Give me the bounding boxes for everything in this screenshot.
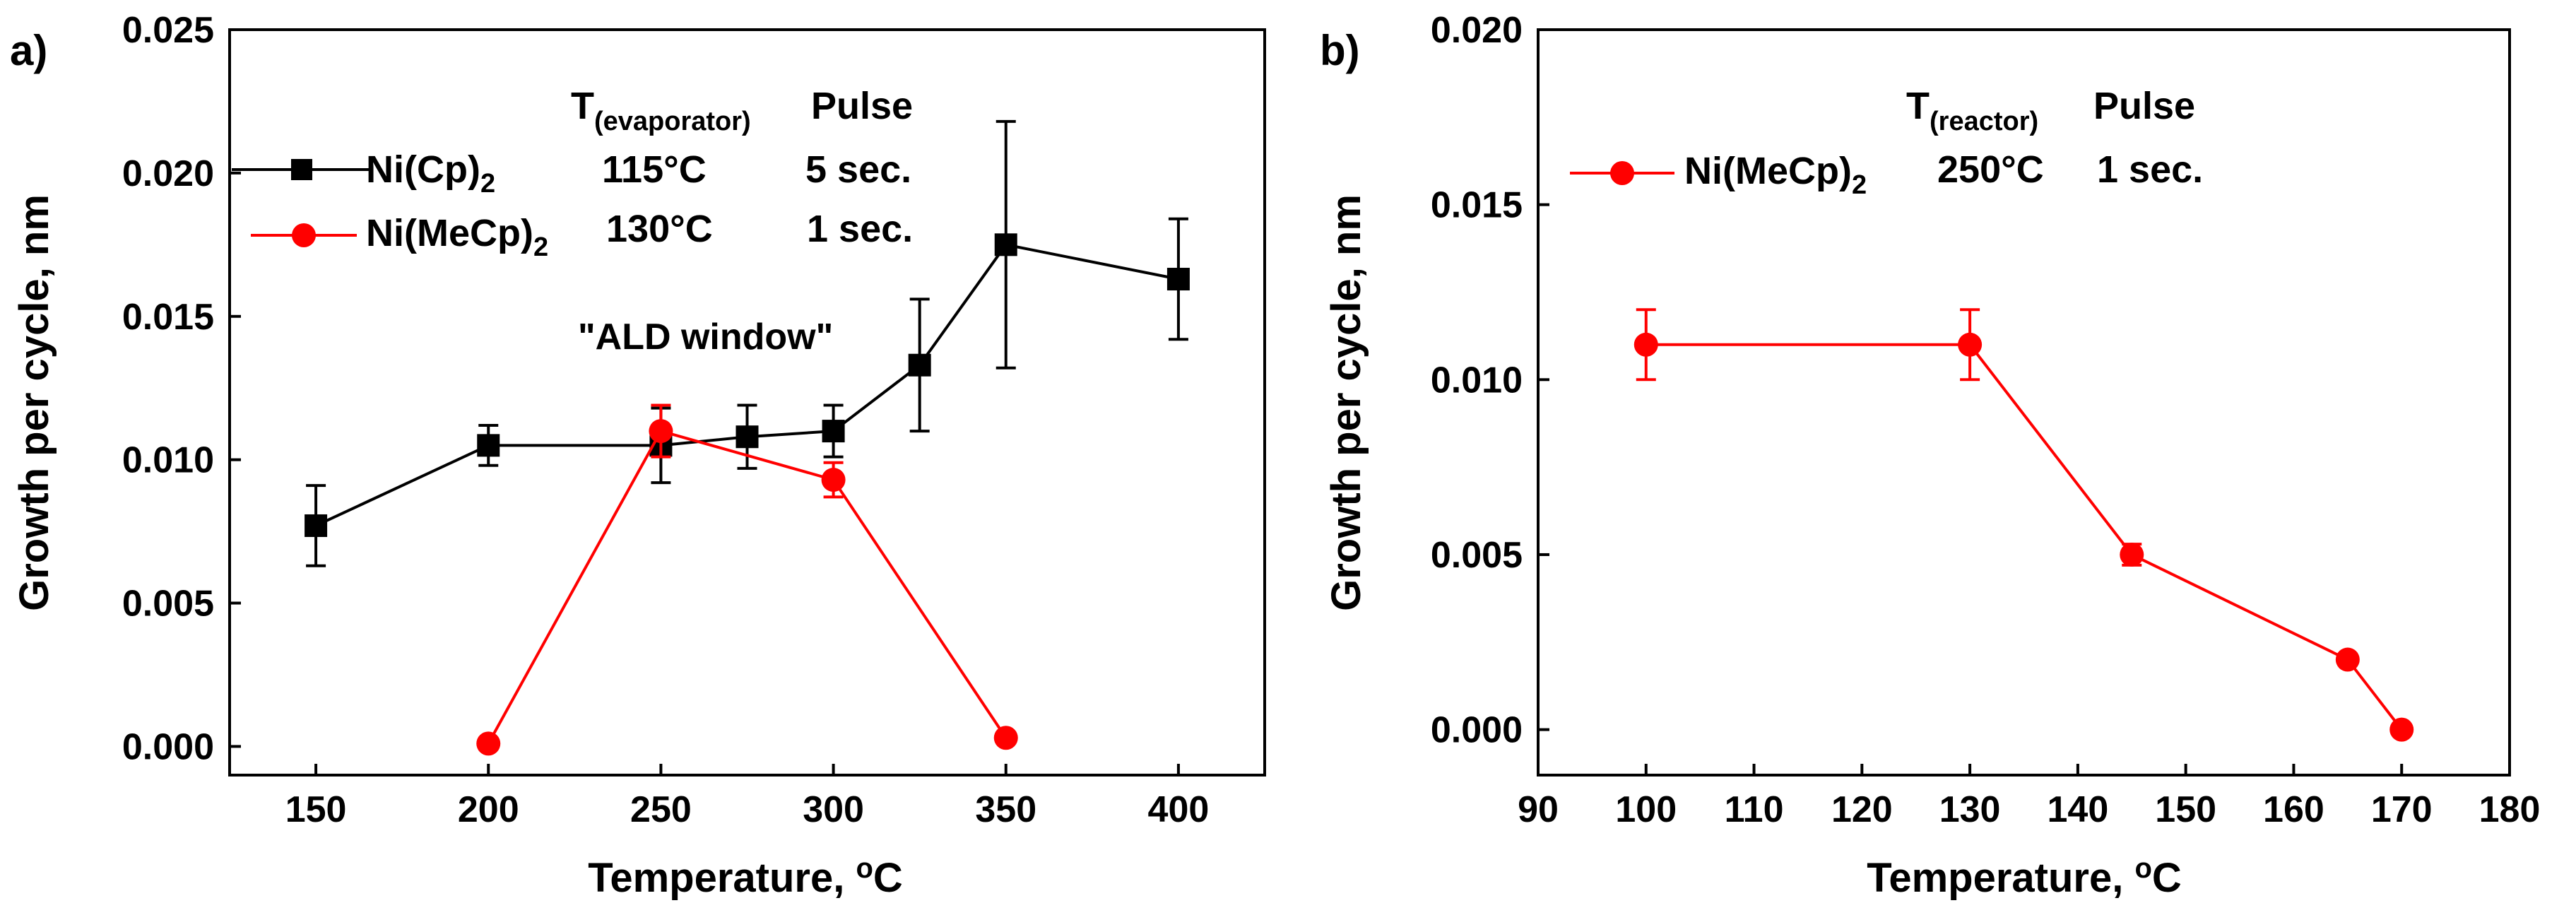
legend-a-t-nimecp: 130°C xyxy=(606,208,713,250)
panel-b-legend-t-sub: (reactor) xyxy=(1930,107,2038,136)
panel-a-annotation-ald-window: "ALD window" xyxy=(578,317,833,358)
panel-a-series-0-point xyxy=(735,425,759,449)
panel-b-chart: b) 0.000 0.005 0.010 0.015 0.020 90 100 110 120… xyxy=(1320,10,2540,901)
panel-b-x-tick-label: 100 xyxy=(1615,789,1677,830)
panel-b-x-tick-label: 90 xyxy=(1518,789,1559,830)
panel-b-series-0-point xyxy=(2120,542,2144,567)
panel-b-series xyxy=(1633,308,2414,742)
panel-b-legend-t: T xyxy=(1906,85,1930,127)
legend-b-name-nimecp-sub: 2 xyxy=(1852,170,1867,200)
panel-a-series-0-point xyxy=(822,420,845,443)
panel-a-series-0-point xyxy=(1166,268,1190,291)
panel-a-x-tick-label: 150 xyxy=(285,789,347,830)
legend-a-marker-nimecp xyxy=(292,223,316,247)
panel-a-legend: T(evaporator) Pulse Ni(Cp)2 115°C 5 sec.… xyxy=(232,85,913,262)
panel-a-x-axis-unit: C xyxy=(873,855,903,901)
panel-b-x-tick-label: 150 xyxy=(2155,789,2216,830)
panel-b-x-tick-label: 170 xyxy=(2371,789,2433,830)
panel-a-series-0-point xyxy=(477,434,500,457)
legend-a-name-nicp-sub: 2 xyxy=(480,169,495,199)
panel-b-x-tick-label: 140 xyxy=(2048,789,2109,830)
legend-b-name-nimecp-main: Ni(MeCp) xyxy=(1684,150,1852,192)
panel-a-x-tick-label: 200 xyxy=(458,789,519,830)
legend-a-name-nimecp: Ni(MeCp)2 xyxy=(366,212,548,262)
panel-b-series-0-point xyxy=(2389,717,2414,742)
panel-a-series-1-line xyxy=(487,429,1008,745)
legend-a-pulse-nimecp: 1 sec. xyxy=(807,208,913,250)
legend-a-name-nimecp-sub: 2 xyxy=(533,232,548,262)
panel-b-series-0-point xyxy=(1633,332,1658,357)
panel-b-x-tick-label: 160 xyxy=(2263,789,2324,830)
panel-b-plot-frame xyxy=(1537,28,2511,777)
legend-b-t-nimecp: 250°C xyxy=(1937,148,2044,191)
panel-a-y-tick-label: 0.025 xyxy=(122,10,214,51)
panel-b-y-axis-label: Growth per cycle, nm xyxy=(1323,194,1369,611)
legend-a-name-nicp-main: Ni(Cp) xyxy=(366,148,480,191)
panel-b-legend-header-pulse: Pulse xyxy=(2093,85,2195,127)
panel-a-legend-header-t: T(evaporator) xyxy=(571,85,751,136)
panel-a-legend-header-pulse: Pulse xyxy=(811,85,913,127)
panel-a-y-tick-label: 0.015 xyxy=(122,297,214,338)
panel-a-x-axis-label-main: Temperature, xyxy=(588,855,856,901)
panel-b-x-axis-unit: C xyxy=(2152,855,2182,901)
panel-a-series-1-point xyxy=(821,468,846,492)
panel-a-y-tick-label: 0.010 xyxy=(122,440,214,481)
panel-a-chart: a) 0.000 0.005 0.010 0.015 0.020 0.025 150 200… xyxy=(10,10,1266,901)
panel-a-x-ticks: 150 200 250 300 350 400 xyxy=(285,764,1210,830)
panel-b-x-tick-label: 110 xyxy=(1725,789,1784,830)
panel-b-legend: T(reactor) Pulse Ni(MeCp)2 250°C 1 sec. xyxy=(1570,85,2203,200)
panel-a-y-ticks: 0.000 0.005 0.010 0.015 0.020 0.025 xyxy=(122,10,241,767)
panel-b-label: b) xyxy=(1320,27,1360,74)
legend-b-pulse-nimecp: 1 sec. xyxy=(2097,148,2203,191)
panel-b-x-axis-degree: o xyxy=(2134,853,2151,884)
panel-a-x-axis-label: Temperature, oC xyxy=(588,853,903,901)
panel-a-legend-t: T xyxy=(571,85,594,127)
panel-a-series-0-point xyxy=(908,353,931,377)
panel-a-series-0-point xyxy=(994,233,1017,256)
panel-a-y-tick-label: 0.020 xyxy=(122,153,214,194)
panel-b-series-0-point xyxy=(2335,647,2360,672)
panel-a-series-1-point xyxy=(993,726,1018,750)
panel-b-x-tick-label: 120 xyxy=(1831,789,1893,830)
panel-a-x-tick-label: 300 xyxy=(803,789,864,830)
panel-a-x-tick-label: 400 xyxy=(1148,789,1210,830)
panel-a-y-tick-label: 0.005 xyxy=(122,584,214,625)
panel-b-x-tick-label: 130 xyxy=(1939,789,2001,830)
panel-a-plot-frame xyxy=(228,28,1266,777)
panel-a-x-axis-degree: o xyxy=(856,853,873,884)
panel-b-series-0-line xyxy=(1646,343,2403,731)
panel-b-y-tick-label: 0.000 xyxy=(1431,710,1523,751)
legend-a-t-nicp: 115°C xyxy=(602,148,707,191)
legend-a-name-nimecp-main: Ni(MeCp) xyxy=(366,212,533,254)
panel-a-y-axis-label: Growth per cycle, nm xyxy=(11,194,57,611)
legend-a-marker-nicp xyxy=(291,159,312,180)
panel-a-legend-t-sub: (evaporator) xyxy=(594,107,751,136)
panel-b-x-ticks: 90 100 110 120 130 140 150 160 170 180 xyxy=(1518,764,2540,830)
panel-b-x-axis-label: Temperature, oC xyxy=(1867,853,2182,901)
panel-a-series-0-line xyxy=(315,243,1179,527)
panel-a-x-tick-label: 350 xyxy=(975,789,1036,830)
panel-b-y-ticks: 0.000 0.005 0.010 0.015 0.020 xyxy=(1431,10,1549,751)
panel-b-y-tick-label: 0.020 xyxy=(1431,10,1523,51)
legend-b-name-nimecp: Ni(MeCp)2 xyxy=(1684,150,1867,200)
panel-a-series-1-point xyxy=(476,731,501,756)
panel-a-series-1-point xyxy=(649,419,673,444)
panel-b-x-axis-label-main: Temperature, xyxy=(1867,855,2134,901)
legend-a-pulse-nicp: 5 sec. xyxy=(805,148,911,191)
panel-b-y-tick-label: 0.005 xyxy=(1431,535,1523,576)
panel-a-series-0-point xyxy=(305,514,328,537)
panel-b-x-tick-label: 180 xyxy=(2479,789,2541,830)
legend-b-marker-nimecp xyxy=(1610,161,1634,185)
panel-a-series xyxy=(305,119,1190,756)
panel-b-y-tick-label: 0.010 xyxy=(1431,360,1523,401)
panel-a-y-tick-label: 0.000 xyxy=(122,726,214,767)
panel-a-label: a) xyxy=(10,27,47,74)
panel-b-series-0-point xyxy=(1958,332,1983,357)
panel-b-y-tick-label: 0.015 xyxy=(1431,185,1523,226)
legend-a-name-nicp: Ni(Cp)2 xyxy=(366,148,495,199)
panel-b-legend-header-t: T(reactor) xyxy=(1906,85,2038,136)
panel-a-x-tick-label: 250 xyxy=(630,789,692,830)
